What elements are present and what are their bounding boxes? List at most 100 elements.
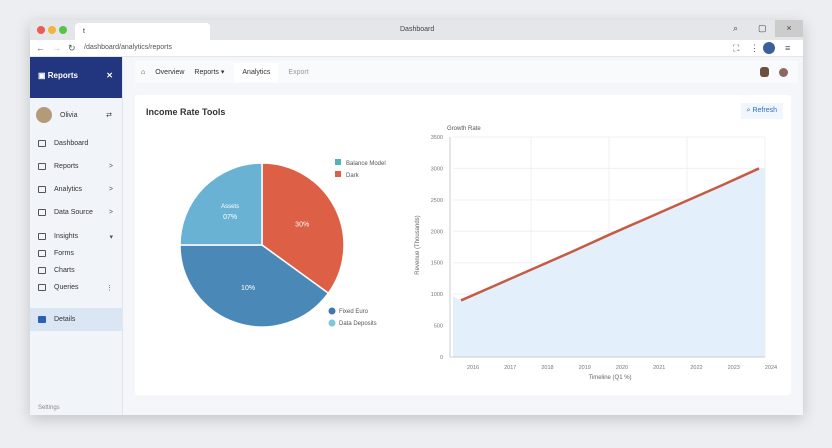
series-line [460,167,760,302]
sidebar-item-reports[interactable]: Reports > [30,155,122,178]
legend-swatch [328,307,336,315]
sidebar-item-forms[interactable]: Forms [30,245,122,262]
x-tick-label: 2020 [616,365,628,371]
sidebar-item-label: Details [54,316,76,323]
browser-tab[interactable]: t [75,23,210,40]
sidebar-item-analytics[interactable]: Analytics > [30,178,122,201]
profile-avatar[interactable] [763,42,775,54]
legend-swatch [335,159,341,165]
item-icon [38,186,46,193]
more-icon[interactable]: ⋮ [750,43,759,53]
extensions-icon[interactable]: ⛶ [733,43,740,53]
pie-chart: 30% 10% Assets 07% Balance Model Dark Fixed Eu… [179,159,386,328]
y-tick-label: 1500 [431,261,443,267]
item-icon [38,140,46,147]
nav-export[interactable]: Export [288,68,309,76]
title-bar: t Dashboard ⌕ ▢ × [30,20,803,40]
nav-overview[interactable]: Overview [155,68,185,76]
search-icon[interactable]: ⌕ [733,23,739,33]
collapse-icon[interactable]: ✕ [106,71,113,80]
y-tick-label: 500 [434,324,443,330]
reload-icon[interactable]: ↻ [68,43,76,53]
user-profile[interactable]: Olivia ⇄ [30,98,122,132]
minimize-dot[interactable] [48,26,56,34]
refresh-label: Refresh [752,107,777,114]
sidebar-item-label: Charts [54,267,75,274]
pie-slice[interactable] [179,162,263,246]
sidebar-item-dashboard[interactable]: Dashboard [30,132,122,155]
address-bar: ← → ↻ /dashboard/analytics/reports ⛶ ⋮ ≡ [30,40,803,57]
window-title: Dashboard [400,26,435,33]
item-icon [38,267,46,274]
sidebar-item-queries[interactable]: Queries ⋮ [30,279,122,296]
sidebar-item-details[interactable]: Details [30,308,122,331]
forward-icon[interactable]: → [52,43,61,53]
legend-label: Balance Model [346,161,386,167]
pie-slice[interactable] [179,244,330,328]
item-icon [38,316,46,323]
slice-name: Assets [221,204,239,210]
item-icon [38,284,46,291]
switch-icon[interactable]: ⇄ [106,112,112,119]
y-tick-label: 2500 [431,198,443,204]
sidebar-item-label: Queries [54,284,79,291]
browser-window: t Dashboard ⌕ ▢ × ← → ↻ /dashboard/analy… [30,20,803,415]
brand-name: Reports [47,71,79,80]
chart-title: Growth Rate [447,126,481,132]
slice-label: 07% [223,214,237,221]
chevron-icon: > [108,186,113,193]
chevron-icon: > [108,209,113,216]
nav-reports[interactable]: Reports ▾ [194,69,225,76]
y-tick-label: 3500 [431,135,443,141]
sidebar-item-charts[interactable]: Charts [30,262,122,279]
x-tick-label: 2018 [541,365,553,371]
refresh-button[interactable]: ⌕ Refresh [740,103,783,119]
x-tick-label: 2016 [467,365,479,371]
back-icon[interactable]: ← [36,43,45,53]
sidebar-header: ▣ Reports ✕ [30,57,122,98]
avatar [36,107,52,123]
url-input[interactable]: /dashboard/analytics/reports [84,44,172,51]
chevron-icon: ⋮ [106,284,113,292]
y-tick-label: 3000 [431,166,443,172]
x-tick-label: 2024 [765,365,777,371]
chevron-icon: > [108,163,113,170]
x-tick-label: 2022 [690,365,702,371]
close-window-icon[interactable]: × [775,20,803,37]
user-icon[interactable] [760,67,769,77]
menu-icon[interactable]: ≡ [785,43,791,53]
x-axis-label: Timeline (Q1 %) [588,375,631,381]
sidebar-item-insights[interactable]: Insights ▾ [30,228,122,245]
y-tick-label: 1000 [431,292,443,298]
item-icon [38,163,46,170]
sidebar-item-label: Reports [54,163,79,170]
sidebar-item-data-source[interactable]: Data Source > [30,201,122,224]
sidebar-item-label: Forms [54,250,74,257]
sidebar-item-label: Analytics [54,186,83,193]
sidebar-footer[interactable]: Settings [38,405,60,411]
restore-icon[interactable]: ▢ [758,23,767,33]
top-nav: ⌂ Overview Reports ▾ Analytics Export [135,61,798,83]
slice-label: 30% [295,222,309,229]
home-icon[interactable]: ⌂ [141,68,146,76]
item-icon [38,233,46,240]
x-tick-label: 2023 [728,365,740,371]
y-tick-label: 2000 [431,229,443,235]
legend-label: Fixed Euro [339,309,369,315]
legend-label: Data Deposits [339,321,377,327]
chart-card: Income Rate Tools ⌕ Refresh 30% 10% Assets… [135,95,791,395]
close-dot[interactable] [37,26,45,34]
pie-slice[interactable] [261,162,345,295]
maximize-dot[interactable] [59,26,67,34]
legend-label: Dark [346,173,360,179]
card-title: Income Rate Tools [146,107,226,117]
user-name: Olivia [60,111,78,119]
chevron-icon: ▾ [109,233,113,241]
area-chart: Growth Rate 0 500 1000 1500 2000 2500 3000 3500 2… [415,126,777,381]
sidebar-item-label: Data Source [54,209,93,216]
x-tick-label: 2017 [504,365,516,371]
x-tick-label: 2019 [579,365,591,371]
nav-analytics[interactable]: Analytics [234,62,279,82]
slice-label: 10% [241,285,255,292]
settings-icon[interactable] [779,67,788,77]
